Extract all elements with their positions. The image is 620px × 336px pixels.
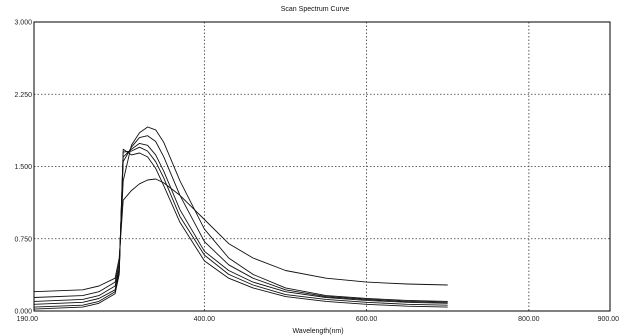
y-tick-label: 0.000 — [14, 309, 32, 316]
grid-lines — [34, 22, 610, 311]
x-tick-labels: 190.00 400.00 600.00 800.00 900.00 — [17, 316, 620, 323]
spectrum-curve — [33, 126, 448, 302]
x-axis-label: Wavelength(nm) — [292, 328, 343, 335]
chart-title: Scan Spectrum Curve — [281, 6, 350, 13]
y-tick-label: 3.000 — [14, 20, 32, 27]
y-tick-labels: 0.000 0.750 1.500 2.250 3.000 — [14, 20, 32, 316]
x-tick-label: 190.00 — [17, 316, 39, 323]
spectrum-curve — [33, 148, 448, 310]
spectrum-curve — [33, 178, 448, 293]
spectrum-curve — [33, 135, 448, 303]
x-tick-label: 800.00 — [518, 316, 540, 323]
y-tick-label: 2.250 — [14, 92, 32, 99]
x-tick-label: 900.00 — [598, 316, 620, 323]
series-lines — [33, 126, 448, 310]
x-tick-label: 400.00 — [194, 316, 216, 323]
y-tick-label: 1.500 — [14, 164, 32, 171]
x-tick-label: 600.00 — [356, 316, 378, 323]
y-tick-label: 0.750 — [14, 236, 32, 243]
plot-area-frame — [33, 21, 611, 312]
